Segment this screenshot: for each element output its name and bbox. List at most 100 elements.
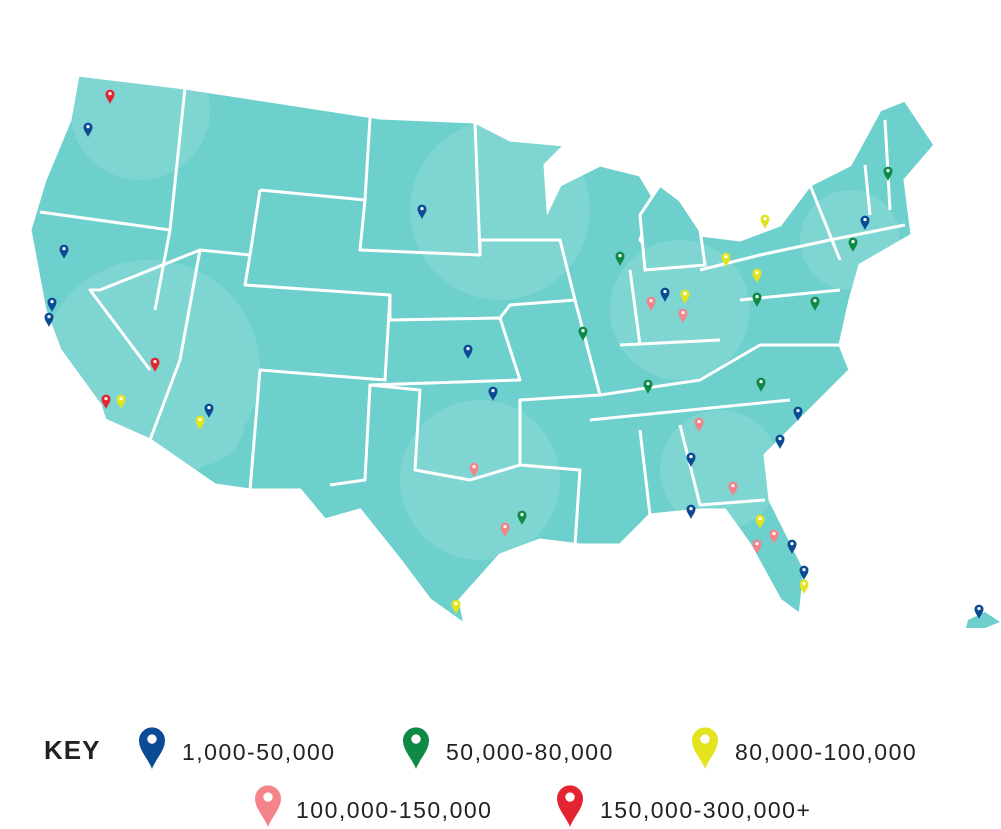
pin-body: [403, 727, 429, 769]
pin-hole: [198, 418, 202, 422]
pin: [692, 727, 718, 769]
pin-body: [469, 462, 479, 477]
pin-hole: [263, 792, 273, 802]
pin-hole: [147, 734, 157, 744]
pin: [752, 539, 762, 554]
pin-body: [488, 386, 498, 401]
pin-hole: [491, 389, 495, 393]
pin-hole: [689, 455, 693, 459]
pin-body: [417, 204, 427, 219]
pin: [500, 522, 510, 537]
pin: [47, 297, 57, 312]
pin-hole: [755, 542, 759, 546]
pin-hole: [689, 507, 693, 511]
alaska-fragment: [966, 612, 1000, 628]
pin-hole: [104, 397, 108, 401]
pin: [686, 504, 696, 519]
pin: [775, 434, 785, 449]
pin: [643, 379, 653, 394]
pin: [463, 344, 473, 359]
pin-hole: [755, 295, 759, 299]
pin: [694, 417, 704, 432]
pin-body: [150, 357, 160, 372]
pin-body: [615, 251, 625, 266]
pin-hole: [802, 568, 806, 572]
pin: [417, 204, 427, 219]
pin-body: [755, 514, 765, 529]
pin-body: [769, 529, 779, 544]
pin-hole: [697, 420, 701, 424]
pin: [660, 287, 670, 302]
legend-label: 50,000-80,000: [446, 739, 614, 765]
pin-hole: [772, 532, 776, 536]
pin: [139, 727, 165, 769]
pin-hole: [411, 734, 421, 744]
pin-body: [799, 579, 809, 594]
pin-hole: [503, 525, 507, 529]
pin-body: [195, 415, 205, 430]
pin-body: [775, 434, 785, 449]
pin-hole: [649, 299, 653, 303]
pin-hole: [466, 347, 470, 351]
pin-hole: [681, 311, 685, 315]
pin-hole: [47, 315, 51, 319]
pin: [721, 252, 731, 267]
pin-hole: [86, 125, 90, 129]
pin-body: [756, 377, 766, 392]
pin: [848, 237, 858, 252]
pin: [787, 539, 797, 554]
pin-body: [799, 565, 809, 580]
pin-hole: [663, 290, 667, 294]
map-pins: [44, 89, 984, 619]
pin: [860, 215, 870, 230]
pin-hole: [618, 254, 622, 258]
pin: [646, 296, 656, 311]
pin-body: [44, 312, 54, 327]
pin-body: [678, 308, 688, 323]
pin-body: [101, 394, 111, 409]
pin: [403, 727, 429, 769]
pin: [44, 312, 54, 327]
legend: KEY 1,000-50,000 50,000-80,000 80,000-100,…: [44, 727, 916, 827]
pin-hole: [731, 484, 735, 488]
pin-body: [83, 122, 93, 137]
pin: [678, 308, 688, 323]
pin-hole: [755, 271, 759, 275]
pin: [810, 296, 820, 311]
pin: [204, 403, 214, 418]
pin-body: [692, 727, 718, 769]
pin: [760, 214, 770, 229]
us-map: [28, 40, 1000, 629]
pin: [83, 122, 93, 137]
pin-body: [646, 296, 656, 311]
pin-body: [660, 287, 670, 302]
pin-hole: [565, 792, 575, 802]
pin: [557, 785, 583, 827]
pin: [150, 357, 160, 372]
pin: [615, 251, 625, 266]
pin-body: [517, 510, 527, 525]
pin-hole: [420, 207, 424, 211]
michigan: [638, 182, 707, 272]
pin: [59, 244, 69, 259]
pin-body: [793, 406, 803, 421]
pin: [488, 386, 498, 401]
pin-body: [686, 504, 696, 519]
pin: [799, 579, 809, 594]
pin: [752, 268, 762, 283]
legend-label: 1,000-50,000: [182, 739, 336, 765]
pin-hole: [763, 217, 767, 221]
pin-body: [105, 89, 115, 104]
pin-hole: [758, 517, 762, 521]
pin-body: [721, 252, 731, 267]
pin-body: [59, 244, 69, 259]
pin-body: [883, 166, 893, 181]
pin-body: [557, 785, 583, 827]
pin-hole: [50, 300, 54, 304]
pin-body: [680, 289, 690, 304]
pin-hole: [646, 382, 650, 386]
pin: [105, 89, 115, 104]
pin: [101, 394, 111, 409]
pin-body: [760, 214, 770, 229]
pin: [195, 415, 205, 430]
